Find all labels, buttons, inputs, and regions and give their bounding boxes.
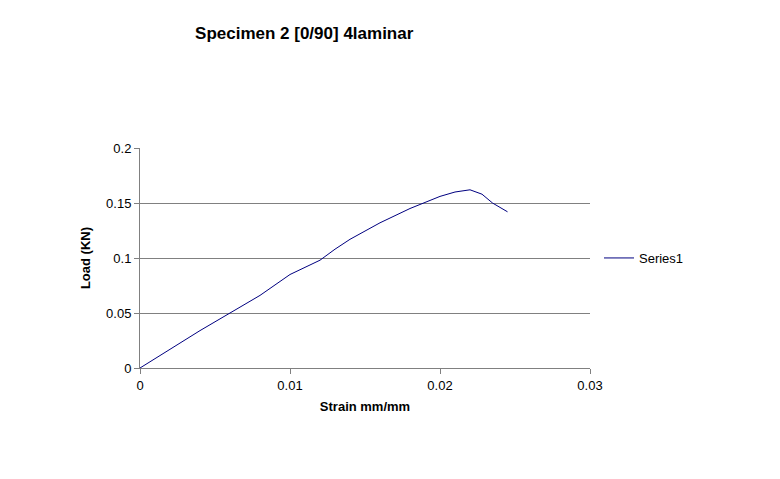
svg-text:0.15: 0.15 [106,196,131,211]
svg-text:Specimen 2 [0/90] 4laminar: Specimen 2 [0/90] 4laminar [195,24,414,43]
svg-text:0.01: 0.01 [277,378,302,393]
svg-text:Series1: Series1 [639,251,683,266]
svg-text:0: 0 [136,378,143,393]
svg-text:Strain mm/mm: Strain mm/mm [320,399,410,414]
svg-text:0: 0 [124,361,131,376]
svg-text:0.2: 0.2 [113,141,131,156]
svg-text:0.05: 0.05 [106,306,131,321]
svg-text:Load (KN): Load (KN) [78,227,93,289]
svg-text:0.03: 0.03 [577,378,602,393]
svg-text:0.02: 0.02 [427,378,452,393]
svg-text:0.1: 0.1 [113,251,131,266]
